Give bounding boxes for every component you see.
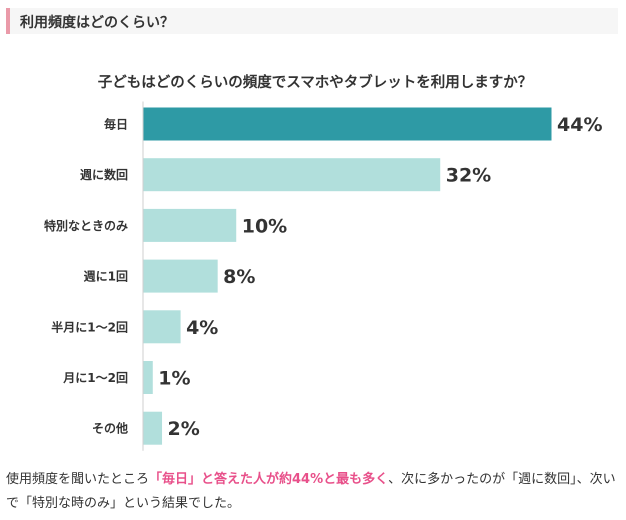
- bars-layer: 毎日 44% 週に数回 32% 特別なときのみ 10% 週に1回 8% 半月に1～2回 4% 月に1…: [44, 101, 602, 451]
- value-label: 1%: [158, 368, 190, 390]
- section-header: 利用頻度はどのくらい？: [6, 8, 618, 34]
- category-label: 毎日: [104, 117, 128, 132]
- chart-container: 子どもはどのくらいの頻度でスマホやタブレットを利用しますか？ 毎日 44% 週に数回…: [0, 60, 626, 460]
- value-label: 32%: [446, 165, 491, 187]
- caption-text-1: 使用頻度を聞いたところ: [6, 472, 150, 487]
- value-label: 8%: [223, 266, 255, 288]
- bar: [143, 310, 181, 344]
- bar-chart: 子どもはどのくらいの頻度でスマホやタブレットを利用しますか？ 毎日 44% 週に数回…: [44, 73, 602, 451]
- value-label: 4%: [186, 317, 218, 339]
- category-label: 特別なときのみ: [44, 218, 128, 233]
- bar: [143, 361, 153, 394]
- category-label: 週に数回: [80, 167, 128, 182]
- caption-text-2: 、次に多かったのが「週に数回」、次いで「特別な時のみ」という結果でした。: [6, 472, 616, 511]
- chart-title: 子どもはどのくらいの頻度でスマホやタブレットを利用しますか？: [98, 73, 533, 91]
- category-label: その他: [92, 421, 128, 436]
- bar: [143, 259, 218, 293]
- value-label: 44%: [557, 114, 602, 136]
- category-label: 月に1～2回: [62, 371, 128, 385]
- value-label: 2%: [168, 418, 200, 440]
- value-label: 10%: [242, 215, 287, 237]
- bar: [143, 208, 237, 242]
- bar: [143, 107, 552, 141]
- caption-highlight: 「毎日」と答えた人が約44%と最も多く: [149, 472, 389, 487]
- bar: [143, 158, 441, 192]
- category-label: 半月に1～2回: [51, 319, 128, 334]
- caption: 使用頻度を聞いたところ「毎日」と答えた人が約44%と最も多く、次に多かったのが「…: [6, 468, 618, 516]
- section-title: 利用頻度はどのくらい？: [20, 15, 174, 31]
- bar: [143, 411, 163, 445]
- category-label: 週に1回: [84, 269, 128, 284]
